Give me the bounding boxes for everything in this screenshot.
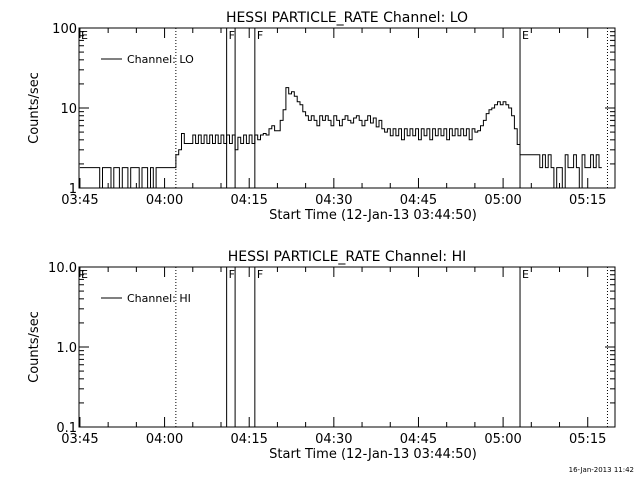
event-marker-label: E	[81, 268, 88, 281]
plot-frame	[78, 266, 616, 428]
y-tick-label: 10	[60, 102, 77, 117]
event-marker-label: E	[522, 29, 529, 42]
x-tick-label: 04:15	[230, 432, 267, 447]
x-tick-label: 03:45	[61, 193, 98, 208]
x-tick-label: 03:45	[61, 432, 98, 447]
y-tick-label: 100	[52, 22, 77, 37]
event-marker-label: E	[522, 268, 529, 281]
event-marker-label: F	[229, 29, 235, 42]
x-tick-label: 05:00	[484, 432, 521, 447]
y-axis-label: Counts/sec	[27, 311, 42, 383]
legend-label: Channel: HI	[127, 292, 191, 305]
x-tick-label: 04:00	[146, 432, 183, 447]
legend-label: Channel: LO	[127, 53, 194, 66]
event-marker-label: F	[257, 29, 263, 42]
x-tick-label: 04:30	[315, 193, 352, 208]
plot-frame	[78, 27, 616, 189]
chart-title: HESSI PARTICLE_RATE Channel: HI	[228, 249, 466, 265]
x-tick-label: 05:15	[569, 193, 606, 208]
x-tick-label: 04:45	[400, 432, 437, 447]
event-marker-label: E	[81, 29, 88, 42]
x-axis-label: Start Time (12-Jan-13 03:44:50)	[269, 447, 477, 462]
chart-panel-2: HESSI PARTICLE_RATE Channel: HI 0.1 1.0 10.…	[27, 249, 616, 462]
x-tick-label: 04:45	[400, 193, 437, 208]
chart-panel-1: HESSI PARTICLE_RATE Channel: LO 1 10 100 Cou…	[27, 10, 616, 223]
generation-timestamp: 16-Jan-2013 11:42	[568, 466, 634, 474]
x-tick-label: 04:15	[230, 193, 267, 208]
y-tick-label: 1	[69, 182, 77, 197]
x-tick-label: 04:00	[146, 193, 183, 208]
y-axis-label: Counts/sec	[27, 72, 42, 144]
x-tick-label: 05:15	[569, 432, 606, 447]
chart-title: HESSI PARTICLE_RATE Channel: LO	[226, 10, 468, 26]
series-line-1	[79, 87, 602, 189]
y-tick-label: 10.0	[48, 261, 77, 276]
y-tick-label: 0.1	[56, 421, 77, 436]
x-axis-label: Start Time (12-Jan-13 03:44:50)	[269, 208, 477, 223]
event-marker-label: F	[257, 268, 263, 281]
y-tick-label: 1.0	[56, 341, 77, 356]
x-tick-label: 05:00	[484, 193, 521, 208]
event-marker-label: F	[229, 268, 235, 281]
x-tick-label: 04:30	[315, 432, 352, 447]
